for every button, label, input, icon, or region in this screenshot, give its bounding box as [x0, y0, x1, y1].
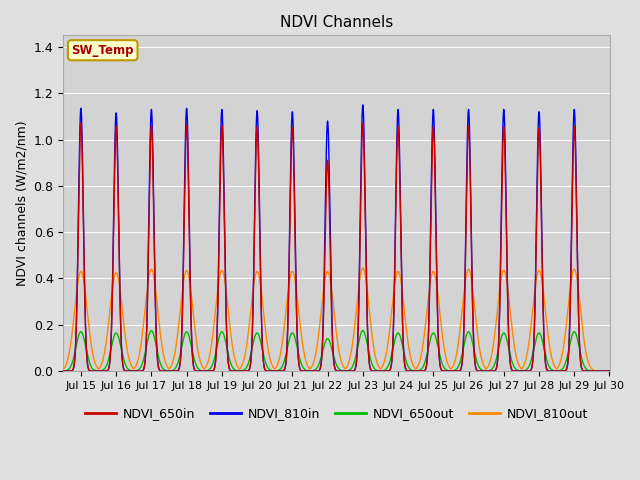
Y-axis label: NDVI channels (W/m2/nm): NDVI channels (W/m2/nm)	[15, 120, 28, 286]
Legend: NDVI_650in, NDVI_810in, NDVI_650out, NDVI_810out: NDVI_650in, NDVI_810in, NDVI_650out, NDV…	[80, 402, 593, 425]
Title: NDVI Channels: NDVI Channels	[280, 15, 393, 30]
Text: SW_Temp: SW_Temp	[72, 44, 134, 57]
